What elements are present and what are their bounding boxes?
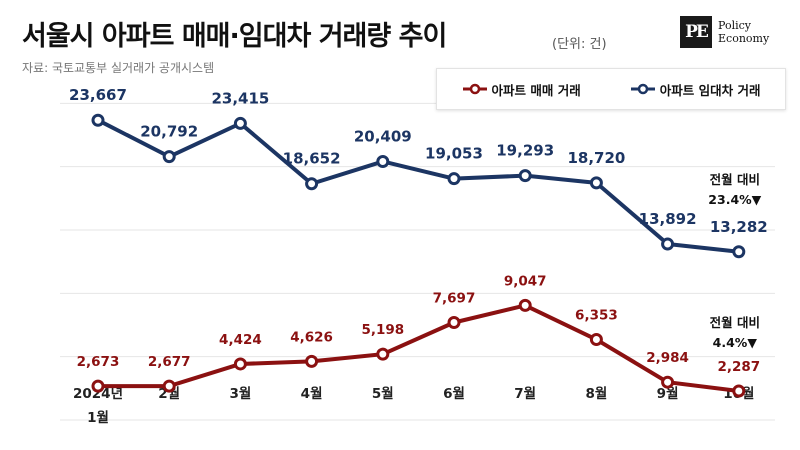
legend-item-sale: 아파트 매매 거래 bbox=[462, 80, 581, 99]
data-point-lease-2 bbox=[233, 116, 247, 130]
data-label-sale-5: 7,697 bbox=[433, 291, 476, 307]
data-label-lease-1: 20,792 bbox=[140, 123, 198, 141]
logo-line2: Economy bbox=[718, 32, 770, 45]
data-label-lease-2: 23,415 bbox=[211, 89, 269, 107]
data-point-sale-8 bbox=[661, 375, 675, 389]
x-tick-label-line: 6월 bbox=[443, 385, 465, 402]
legend-swatch-lease bbox=[630, 82, 656, 96]
x-tick-label-6: 7월 bbox=[514, 385, 536, 402]
annotation-sale-line1: 전월 대비 bbox=[710, 315, 760, 330]
x-tick-label-line: 3월 bbox=[229, 385, 251, 402]
data-point-lease-3 bbox=[305, 177, 319, 191]
data-label-sale-8: 2,984 bbox=[646, 350, 689, 366]
x-tick-label-line: 8월 bbox=[585, 385, 607, 402]
x-tick-label-line: 2024년 bbox=[73, 386, 123, 402]
logo-text: Policy Economy bbox=[718, 19, 769, 45]
data-label-sale-4: 5,198 bbox=[361, 322, 404, 338]
x-tick-label-line: 7월 bbox=[514, 385, 536, 402]
x-tick-label-2: 3월 bbox=[229, 385, 251, 402]
x-tick-label-8: 9월 bbox=[657, 385, 679, 402]
data-point-sale-0 bbox=[91, 379, 105, 393]
data-label-sale-7: 6,353 bbox=[575, 308, 618, 324]
data-label-lease-8: 13,892 bbox=[639, 210, 697, 228]
data-label-lease-4: 20,409 bbox=[354, 127, 412, 145]
data-point-lease-6 bbox=[518, 169, 532, 183]
data-point-sale-1 bbox=[162, 379, 176, 393]
data-label-sale-2: 4,424 bbox=[219, 332, 262, 348]
brand-logo: PE Policy Economy bbox=[680, 16, 769, 48]
unit-label: (단위: 건) bbox=[552, 37, 607, 52]
x-tick-label-line: 4월 bbox=[301, 385, 323, 402]
legend-swatch-sale bbox=[462, 82, 488, 96]
x-tick-label-5: 6월 bbox=[443, 385, 465, 402]
legend-label-lease: 아파트 임대차 거래 bbox=[659, 82, 761, 98]
data-point-lease-7 bbox=[589, 176, 603, 190]
annotation-lease-line1: 전월 대비 bbox=[710, 172, 760, 187]
data-point-sale-4 bbox=[376, 347, 390, 361]
series-line-sale bbox=[96, 303, 741, 394]
data-label-lease-9: 13,282 bbox=[710, 218, 768, 236]
series-line-lease bbox=[96, 118, 741, 254]
x-tick-label-line: 1월 bbox=[87, 409, 109, 426]
x-tick-label-0: 2024년 1월 bbox=[73, 386, 123, 426]
logo-line1: Policy bbox=[718, 19, 751, 32]
data-label-sale-0: 2,673 bbox=[77, 354, 120, 370]
legend-item-lease: 아파트 임대차 거래 bbox=[630, 80, 761, 99]
data-point-lease-0 bbox=[91, 113, 105, 127]
data-label-lease-7: 18,720 bbox=[567, 149, 625, 167]
data-point-lease-1 bbox=[162, 150, 176, 164]
data-point-lease-8 bbox=[661, 237, 675, 251]
data-point-sale-7 bbox=[589, 333, 603, 347]
data-label-lease-6: 19,293 bbox=[496, 142, 554, 160]
chart-legend: 아파트 매매 거래 아파트 임대차 거래 bbox=[436, 68, 786, 110]
data-point-lease-5 bbox=[447, 172, 461, 186]
data-label-lease-3: 18,652 bbox=[283, 150, 341, 168]
x-tick-label-3: 4월 bbox=[301, 385, 323, 402]
source-label: 자료: 국토교통부 실거래가 공개시스템 bbox=[22, 61, 215, 75]
logo-mark: PE bbox=[680, 16, 712, 48]
data-point-lease-9 bbox=[732, 245, 746, 259]
data-label-lease-5: 19,053 bbox=[425, 145, 483, 163]
data-label-sale-3: 4,626 bbox=[290, 329, 333, 345]
data-point-sale-5 bbox=[447, 316, 461, 330]
legend-label-sale: 아파트 매매 거래 bbox=[491, 82, 581, 98]
data-label-sale-9: 2,287 bbox=[717, 359, 760, 375]
data-label-sale-6: 9,047 bbox=[504, 273, 547, 289]
x-tick-label-line: 5월 bbox=[372, 385, 394, 402]
x-tick-label-line: 9월 bbox=[657, 385, 679, 402]
x-tick-label-7: 8월 bbox=[585, 385, 607, 402]
data-point-sale-3 bbox=[305, 354, 319, 368]
annotation-sale-line2: 4.4%▼ bbox=[713, 335, 758, 350]
chart-title: 서울시 아파트 매매·임대차 거래량 추이 bbox=[22, 21, 447, 52]
data-point-sale-6 bbox=[518, 298, 532, 312]
annotation-lease-line2: 23.4%▼ bbox=[708, 192, 761, 207]
x-tick-label-4: 5월 bbox=[372, 385, 394, 402]
data-point-lease-4 bbox=[376, 154, 390, 168]
data-label-sale-1: 2,677 bbox=[148, 354, 191, 370]
data-point-sale-9 bbox=[732, 384, 746, 398]
data-label-lease-0: 23,667 bbox=[69, 86, 127, 104]
data-point-sale-2 bbox=[233, 357, 247, 371]
